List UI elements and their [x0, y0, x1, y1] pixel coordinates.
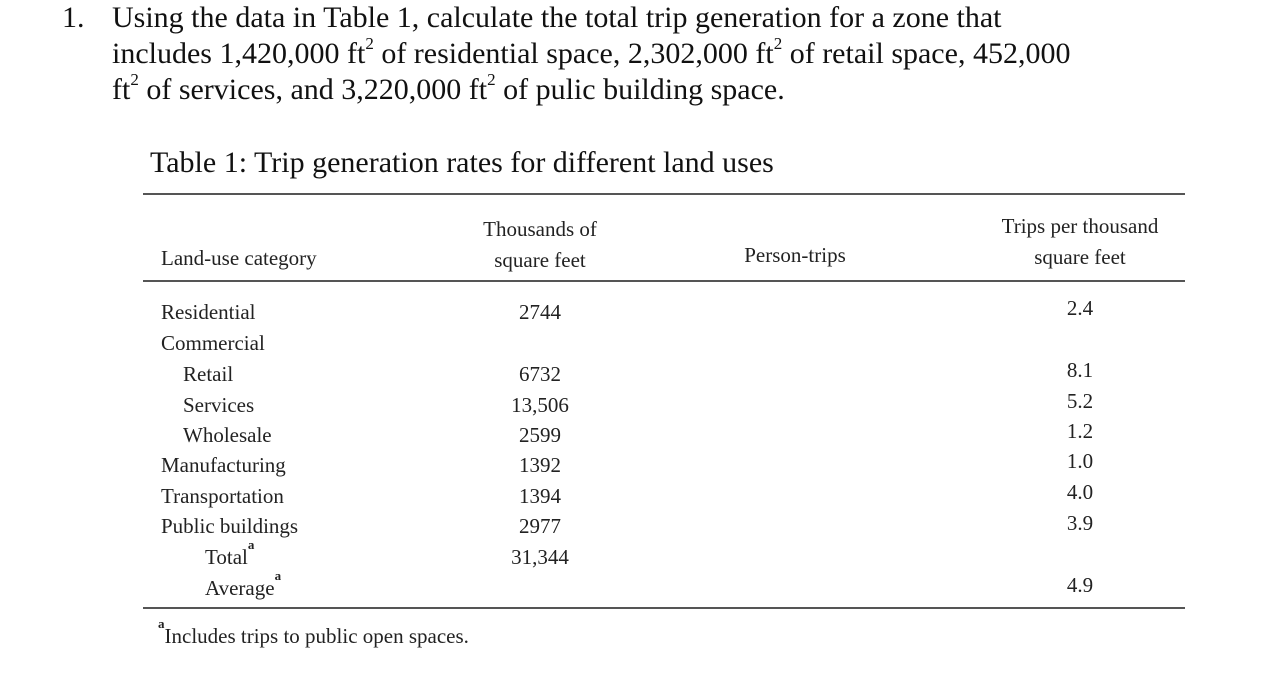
- row-category: Commercial: [161, 331, 265, 355]
- superscript-2: 2: [773, 34, 783, 53]
- row-sqft: 2977: [519, 514, 561, 538]
- header-thousands-line-1: Thousands of: [483, 217, 597, 241]
- header-trips-per-thousand: Trips per thousand square feet: [960, 211, 1200, 273]
- row-sqft: 13,506: [511, 393, 569, 417]
- header-trips-line-2: square feet: [1034, 245, 1126, 269]
- row-category: Public buildings: [161, 514, 299, 538]
- table-footnote: aIncludes trips to public open spaces.: [158, 617, 469, 649]
- row-rate: 1.0: [1066, 449, 1094, 473]
- row-category: Transportation: [161, 484, 284, 508]
- row-rate: 5.2: [1066, 389, 1094, 413]
- footnote-marker: a: [247, 537, 255, 552]
- average-label: Average: [205, 576, 275, 600]
- header-thousands-sqft: Thousands of square feet: [440, 214, 640, 276]
- question-number: 1.: [62, 1, 85, 34]
- header-trips-line-1: Trips per thousand: [1001, 214, 1159, 238]
- footnote-marker: a: [274, 568, 282, 583]
- question-line-1-text: Using the data in Table 1, calculate the…: [112, 1, 1002, 34]
- question-line-2-part-b: of residential space, 2,302,000 ft: [373, 37, 774, 70]
- header-land-use: Land-use category: [161, 246, 317, 270]
- superscript-2: 2: [487, 70, 496, 89]
- row-category-total: Totala: [205, 538, 254, 570]
- footnote-marker: a: [158, 616, 165, 631]
- row-sqft: 6732: [519, 362, 561, 386]
- row-sqft: 1394: [519, 484, 561, 508]
- table-top-rule: [143, 193, 1185, 195]
- row-sqft: 1392: [519, 453, 561, 477]
- row-rate: 4.0: [1066, 480, 1094, 504]
- question-line-2-part-a: includes 1,420,000 ft: [112, 37, 366, 70]
- row-category: Retail: [183, 362, 234, 386]
- row-rate: 8.1: [1066, 358, 1094, 382]
- question-line-2-part-c: of retail space, 452,000: [782, 37, 1071, 70]
- table-bottom-rule: [143, 607, 1185, 609]
- row-rate: 2.4: [1066, 296, 1094, 320]
- question-line-2: includes 1,420,000 ft2 of residential sp…: [112, 34, 1232, 72]
- question-line-3-part-b: of services, and 3,220,000 ft: [138, 73, 488, 106]
- header-person-trips: Person-trips: [744, 243, 846, 267]
- row-category: Wholesale: [183, 423, 272, 447]
- row-rate: 1.2: [1066, 419, 1094, 443]
- question-line-3-part-c: of pulic building space.: [495, 73, 785, 106]
- question-line-3: ft2 of services, and 3,220,000 ft2 of pu…: [112, 70, 1232, 108]
- table-title: Table 1: Trip generation rates for diffe…: [150, 146, 774, 179]
- question-line-3-part-a: ft: [112, 73, 131, 106]
- row-category: Services: [183, 393, 255, 417]
- footnote-text: Includes trips to public open spaces.: [164, 624, 469, 648]
- row-sqft-total: 31,344: [511, 545, 569, 569]
- superscript-2: 2: [365, 34, 374, 53]
- question-text: Using the data in Table 1, calculate the…: [112, 0, 1232, 108]
- table-header-rule: [143, 280, 1185, 282]
- superscript-2: 2: [130, 70, 139, 89]
- row-sqft: 2744: [519, 300, 561, 324]
- header-thousands-line-2: square feet: [494, 248, 586, 272]
- row-category-average: Averagea: [205, 569, 281, 601]
- row-category: Residential: [161, 300, 256, 324]
- row-sqft: 2599: [519, 423, 561, 447]
- row-category: Manufacturing: [161, 453, 286, 477]
- question-line-1: Using the data in Table 1, calculate the…: [112, 0, 1232, 36]
- row-rate-average: 4.9: [1066, 573, 1094, 597]
- row-rate: 3.9: [1066, 511, 1094, 535]
- total-label: Total: [205, 545, 248, 569]
